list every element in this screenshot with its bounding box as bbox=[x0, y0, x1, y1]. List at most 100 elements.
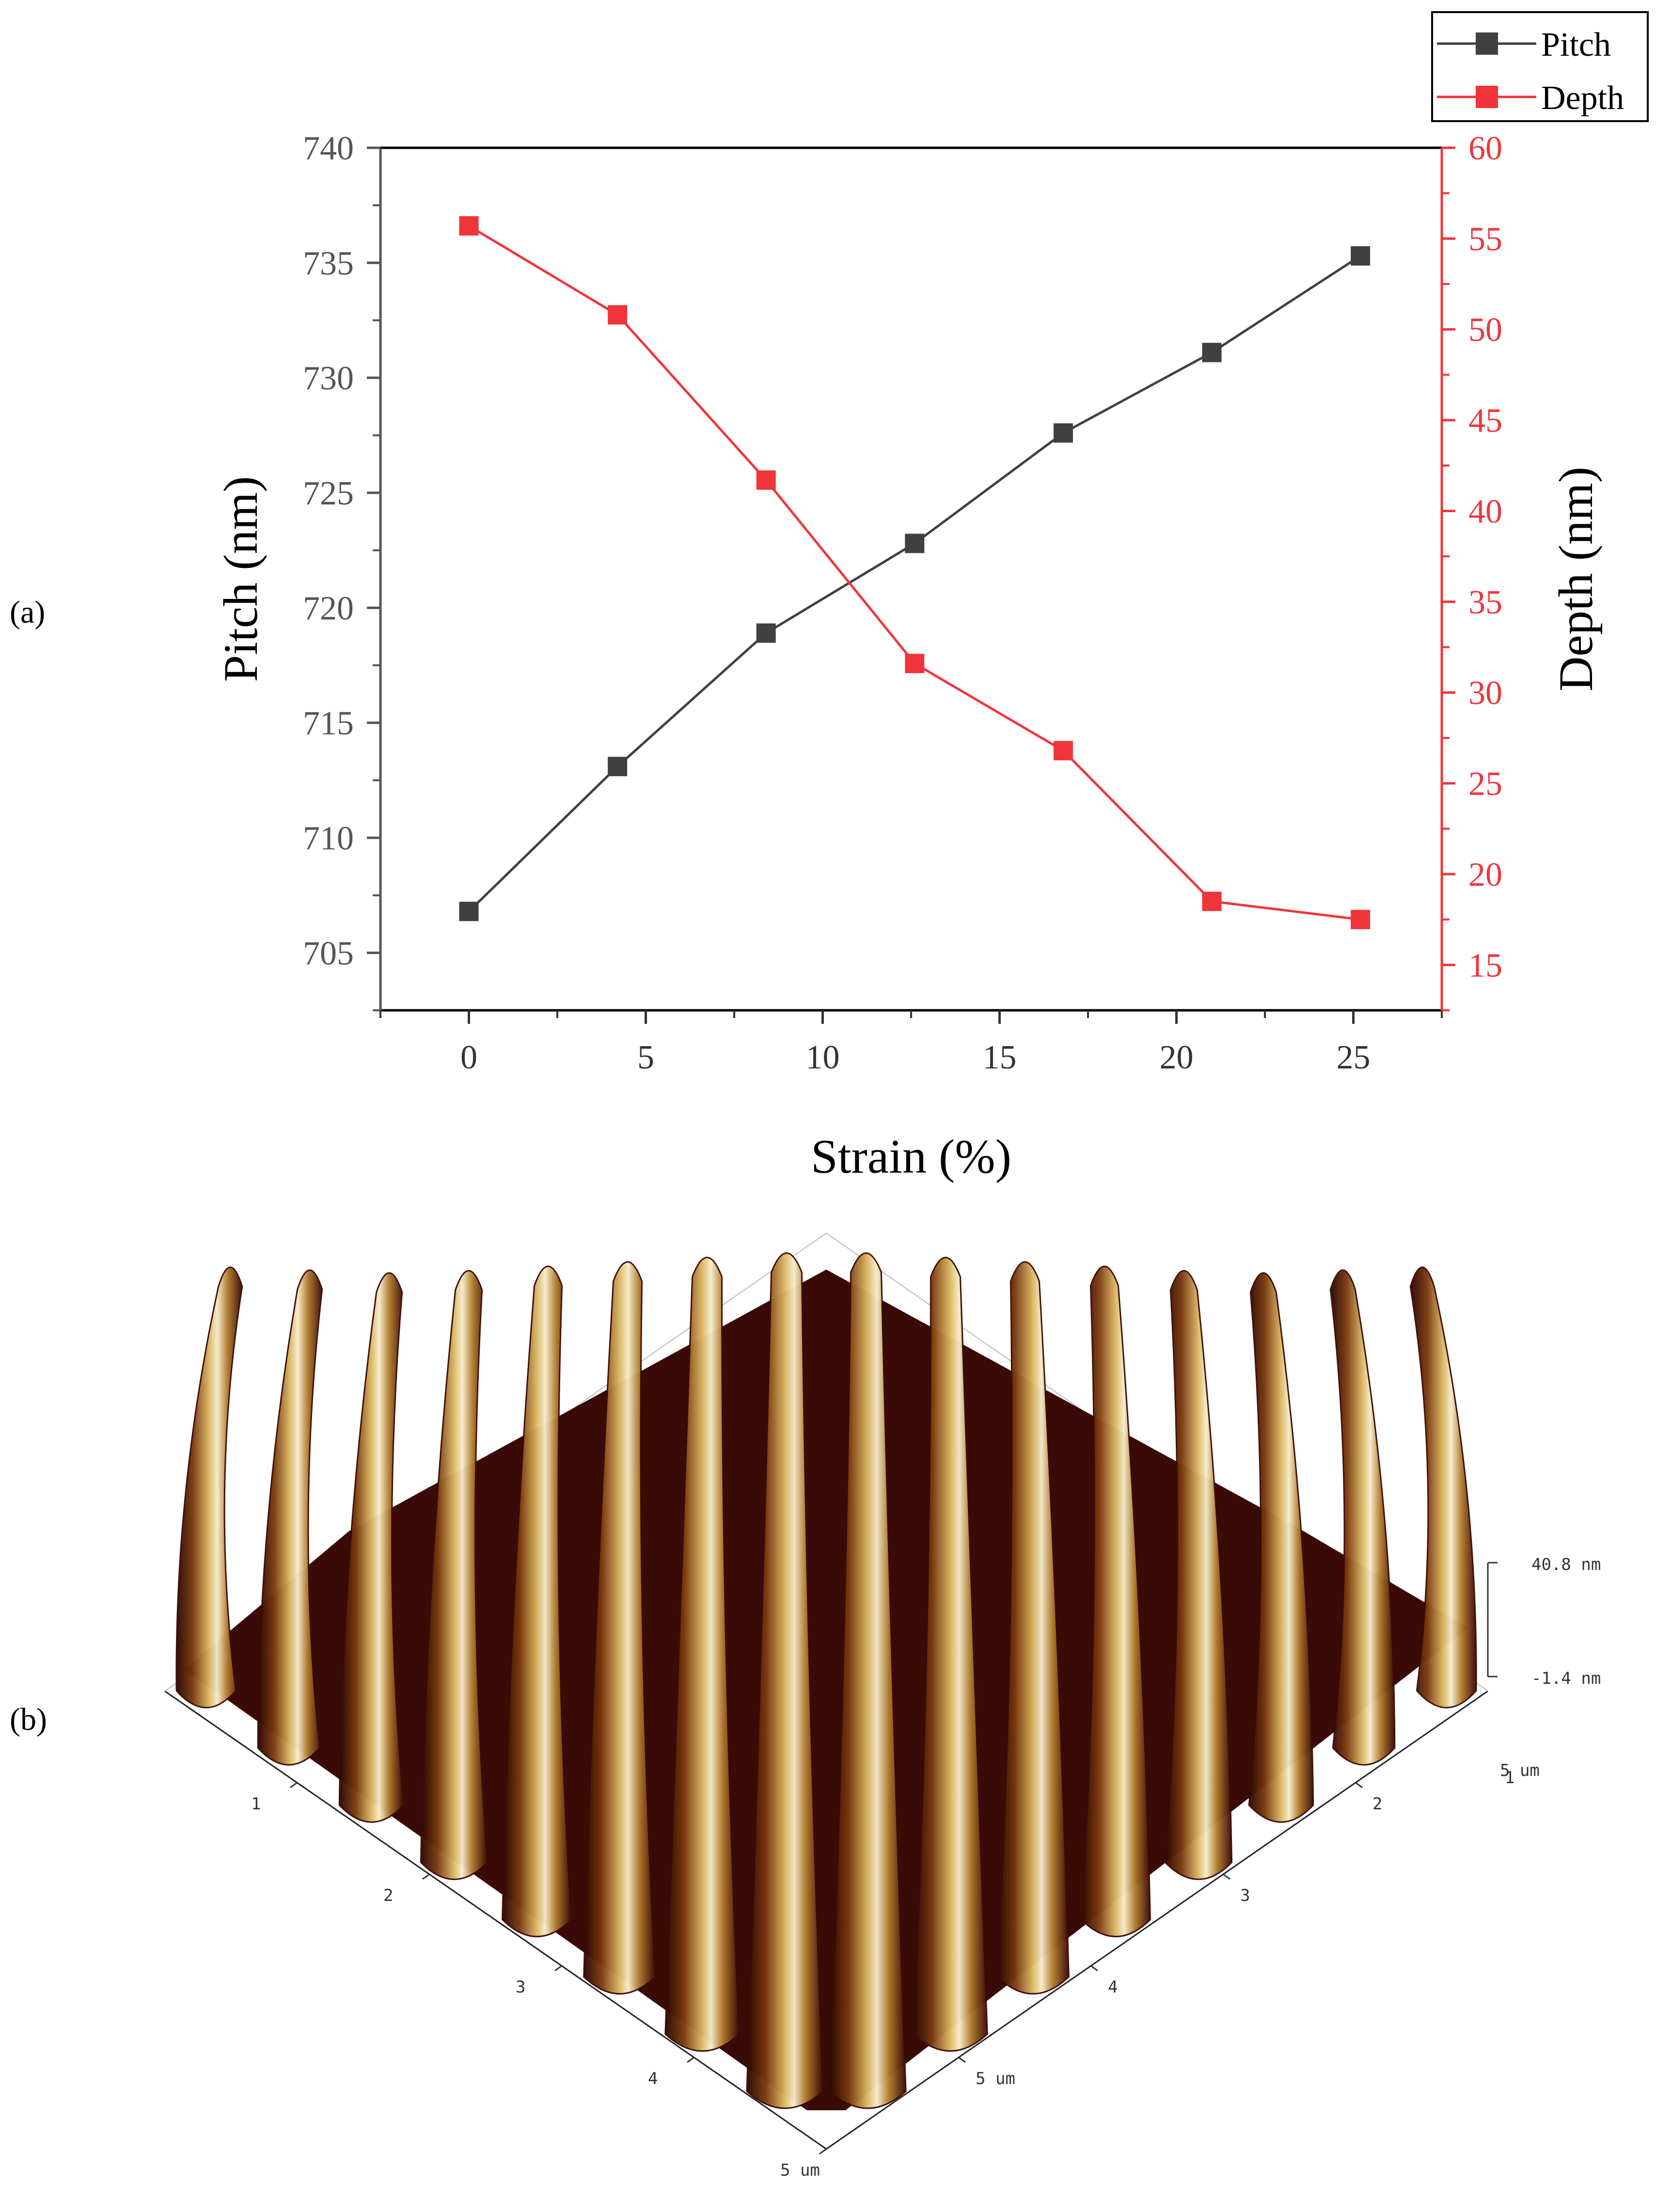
surface-ridge bbox=[829, 1252, 907, 2109]
x-axis-label: Strain (%) bbox=[811, 1130, 1011, 1183]
x-axis-tick-label: 2 bbox=[383, 1886, 393, 1905]
y-right-tick-label: 35 bbox=[1468, 584, 1502, 621]
y-right-tick-label: 60 bbox=[1468, 130, 1502, 167]
y-right-tick-label: 50 bbox=[1468, 312, 1502, 349]
surface-ridge bbox=[913, 1256, 988, 2052]
data-point-depth bbox=[1351, 910, 1371, 929]
x-axis-tick-label: 1 bbox=[251, 1794, 261, 1814]
data-point-depth bbox=[1202, 892, 1222, 911]
surface-ridge bbox=[996, 1261, 1070, 1995]
x-axis-tick-label: 5 um bbox=[780, 2161, 820, 2180]
surface-ridge bbox=[175, 1266, 243, 1709]
pitch-depth-chart: 0 5 10 15 20 25 705 710 715 720 725 730 735 740 15 20… bbox=[214, 11, 1649, 1183]
surface-ridge bbox=[257, 1269, 323, 1766]
z-min-label: -1.4 nm bbox=[1531, 1669, 1601, 1688]
legend-pitch-label: Pitch bbox=[1541, 26, 1611, 63]
y-right-ticks: 15 20 25 30 35 40 45 50 55 60 bbox=[1442, 130, 1502, 1011]
y-right-tick-label: 15 bbox=[1468, 947, 1502, 984]
y-right-tick-label: 20 bbox=[1468, 856, 1502, 894]
legend: Pitch Depth bbox=[1431, 11, 1649, 122]
x-ticks: 0 5 10 15 20 25 bbox=[379, 1010, 1443, 1076]
data-point-pitch bbox=[1053, 423, 1073, 443]
y-axis-tick bbox=[1355, 1782, 1363, 1788]
base-edge-right bbox=[826, 1690, 1488, 2150]
surface-ridge bbox=[1164, 1270, 1233, 1880]
y-right-tick-label: 40 bbox=[1468, 493, 1502, 530]
y-left-tick-label: 740 bbox=[303, 130, 354, 167]
y-left-tick-label: 710 bbox=[303, 820, 354, 857]
x-axis-tick-label: 4 bbox=[648, 2069, 658, 2088]
x-axis-tick bbox=[290, 1782, 298, 1788]
panel-label-b: (b) bbox=[10, 1702, 47, 1737]
base-edge-left bbox=[164, 1690, 827, 2150]
series-line-pitch bbox=[468, 254, 1361, 912]
legend-depth-marker bbox=[1476, 86, 1498, 108]
surface-ridge bbox=[1248, 1272, 1314, 1823]
y-left-tick-label: 730 bbox=[303, 360, 354, 397]
x-tick-label: 20 bbox=[1160, 1039, 1194, 1076]
surface-ridge bbox=[338, 1272, 405, 1823]
y-axis-tick-label: 3 bbox=[1240, 1886, 1250, 1905]
y-axis-tick-label: 1 bbox=[1505, 1768, 1514, 1788]
y-axis-tick-label: 5 um bbox=[976, 2069, 1015, 2088]
corner-label: 5 um bbox=[1500, 1761, 1540, 1780]
surface-ridge bbox=[1409, 1266, 1477, 1709]
y-axis-tick bbox=[1223, 1873, 1230, 1880]
surface-ridge bbox=[420, 1270, 489, 1880]
surface-ridge bbox=[1329, 1269, 1396, 1766]
y-left-tick-label: 735 bbox=[303, 245, 354, 282]
y-left-tick-label: 720 bbox=[303, 590, 354, 627]
series-layer bbox=[459, 216, 1371, 929]
x-tick-label: 10 bbox=[806, 1039, 840, 1076]
y-left-tick-label: 725 bbox=[303, 475, 354, 512]
data-point-depth bbox=[756, 470, 776, 490]
x-tick-label: 5 bbox=[637, 1039, 654, 1076]
data-point-pitch bbox=[756, 623, 776, 643]
y-axis-label-left: Pitch (nm) bbox=[214, 476, 268, 682]
y-axis-tick bbox=[958, 2056, 966, 2063]
y-right-tick-label: 55 bbox=[1468, 220, 1502, 258]
x-tick-label: 25 bbox=[1337, 1039, 1371, 1076]
x-tick-label: 0 bbox=[460, 1039, 477, 1076]
data-point-pitch bbox=[1351, 246, 1371, 266]
x-axis-tick bbox=[687, 2056, 694, 2063]
x-tick-label: 15 bbox=[983, 1039, 1017, 1076]
data-point-pitch bbox=[608, 756, 628, 776]
y-left-tick-label: 715 bbox=[303, 705, 354, 742]
y-axis-label-right: Depth (nm) bbox=[1549, 467, 1603, 691]
surface-base bbox=[184, 1270, 1468, 2110]
legend-pitch-marker bbox=[1476, 32, 1498, 55]
legend-depth-label: Depth bbox=[1541, 79, 1624, 117]
data-point-pitch bbox=[1202, 343, 1222, 362]
y-axis-tick-label: 4 bbox=[1108, 1977, 1118, 1997]
z-max-label: 40.8 nm bbox=[1531, 1555, 1601, 1574]
data-point-depth bbox=[608, 305, 628, 325]
y-axis-tick bbox=[1090, 1965, 1098, 1972]
surface-ridges bbox=[175, 1252, 1477, 2110]
data-point-depth bbox=[1053, 741, 1073, 761]
data-point-pitch bbox=[905, 533, 925, 553]
data-point-depth bbox=[459, 216, 479, 236]
data-point-pitch bbox=[459, 901, 479, 921]
series-line-depth bbox=[468, 224, 1361, 921]
surface-ridge bbox=[746, 1252, 824, 2109]
x-axis-tick bbox=[554, 1965, 562, 1972]
surface-ticks: 1 2 3 4 5 um 1 2 3 4 5 um bbox=[251, 1768, 1514, 2180]
surface-ridge bbox=[502, 1265, 572, 1938]
surface-ridge bbox=[664, 1256, 740, 2052]
panel-label-a: (a) bbox=[10, 595, 45, 630]
surface-ridge bbox=[1080, 1265, 1151, 1938]
x-axis-tick bbox=[819, 2148, 827, 2155]
y-left-tick-label: 705 bbox=[303, 935, 354, 972]
y-right-tick-label: 45 bbox=[1468, 402, 1502, 439]
x-axis-tick-label: 3 bbox=[516, 1977, 525, 1997]
data-point-depth bbox=[905, 654, 925, 674]
legend-box bbox=[1431, 11, 1649, 122]
y-right-tick-label: 30 bbox=[1468, 675, 1502, 712]
surface-ridge bbox=[583, 1261, 656, 1995]
y-axis-tick-label: 2 bbox=[1372, 1794, 1382, 1814]
y-right-tick-label: 25 bbox=[1468, 766, 1502, 803]
plot-frame bbox=[379, 146, 1443, 1012]
